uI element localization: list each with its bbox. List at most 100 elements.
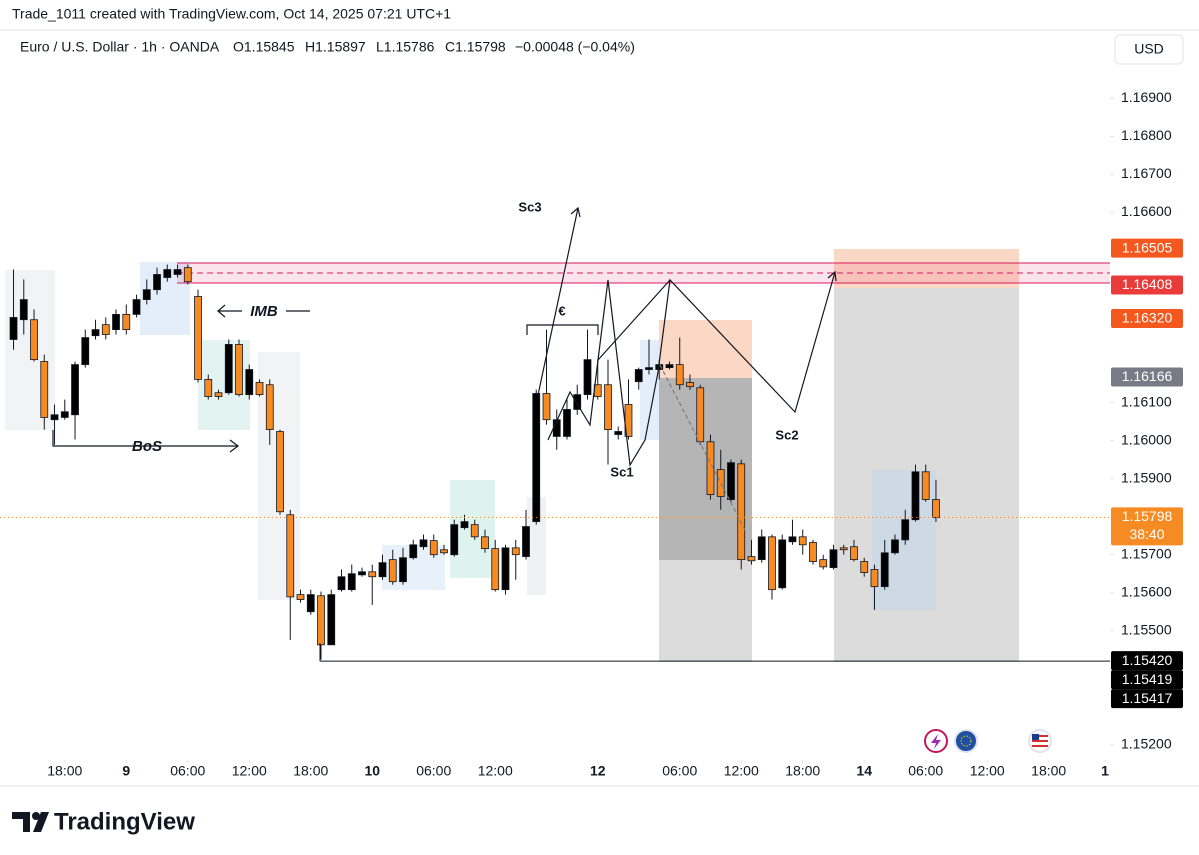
arrow-head [229,439,239,453]
annotation: Sc3 [518,199,541,214]
candle-body [481,536,489,550]
brand: TradingView [54,808,195,835]
event-glyph [1032,734,1039,740]
scenario-path [597,279,671,361]
candle-body [378,562,387,578]
price-badge [1111,670,1183,690]
candle-body [665,364,674,369]
projection [659,364,746,531]
candle-body [327,594,336,646]
price-badge-label: 1.16408 [1122,276,1173,292]
candle-body [645,367,653,370]
candle-body [30,319,38,361]
candle-body [306,594,315,613]
candle-body [409,544,418,559]
candle-body [511,547,520,556]
x-tick-label: 06:00 [416,763,451,779]
y-tick-label: 1.16800 [1121,127,1172,143]
event-icon[interactable] [954,729,978,753]
candle-body [542,393,551,421]
candle-body [173,269,182,275]
candle-body [696,387,705,443]
candle-body [460,521,469,529]
y-tick-label: 1.15600 [1121,583,1172,599]
candle-body [19,299,28,321]
x-tick-label: 18:00 [1031,763,1066,779]
candle-body [60,411,69,418]
candle-body [399,557,407,583]
candle-body [368,571,377,578]
price-badge [1111,238,1183,258]
plot [0,264,1110,662]
ohlc-open: O1.15845 [233,39,295,55]
candle-body [686,382,694,388]
candle-body [819,559,828,568]
price-badge-label: 1.16166 [1122,368,1173,384]
x-tick-label: 12:00 [724,763,759,779]
candle-body [829,549,838,569]
annotation: Sc1 [610,464,633,479]
candle-body [153,274,161,291]
candle-body [286,514,295,598]
candle-body [112,313,120,331]
candle-body [81,337,90,365]
candle-body [440,549,448,554]
arrow-head [217,304,226,318]
price-badge [1111,689,1183,709]
candle-body [809,542,817,562]
y-tick-label: 1.16000 [1121,431,1172,447]
candle-body [563,409,571,437]
candle-body [839,547,848,551]
candle-body [911,471,920,521]
position-target [834,249,1019,288]
x-tick-label: 9 [122,763,130,779]
event-glyph [1032,745,1048,747]
candle-body [604,384,612,430]
candle-body [71,364,79,416]
candle-body [757,536,766,561]
x-tick-label: 18:00 [785,763,820,779]
zone [527,497,546,595]
scenario-path [547,271,836,467]
brand-logo [12,812,49,832]
candle-body [727,462,735,500]
x-tick-label: 12:00 [478,763,513,779]
candle-body [470,524,479,538]
position-stop [659,378,752,560]
candle-body [358,571,366,576]
x-tick-label: 10 [364,763,380,779]
candle-body [276,431,284,513]
x-tick-label: 12 [590,763,606,779]
supply-band [177,263,1110,283]
candle-body [870,569,879,588]
event-glyph [931,734,941,749]
ohlc-low: L1.15786 [376,39,435,55]
annotation: Sc2 [775,427,798,442]
candle-body [706,441,715,496]
candle-body [860,561,869,573]
price-badge [1111,275,1183,295]
candle-body [532,393,541,523]
logo-glyph [32,812,40,820]
annotation: IMB [250,303,278,320]
candle-body [850,546,858,561]
x-tick-label: 06:00 [662,763,697,779]
candle-body [224,344,233,394]
y-tick-label: 1.15900 [1121,469,1172,485]
candle-body [91,329,100,337]
candle-body [9,317,18,340]
currency-button[interactable] [1114,34,1184,65]
candle-body [614,431,623,435]
candle-body [932,499,940,518]
x-tick-label: 14 [856,763,872,779]
logo-glyph [12,812,30,832]
drawings [52,206,837,531]
price-badge-label: 1.16320 [1122,310,1173,326]
candle-body [901,519,910,541]
bos-line [52,430,238,447]
candle-body [101,324,110,335]
candle-body [419,539,428,548]
currency[interactable]: USD [1134,41,1164,57]
annotation: BoS [132,438,162,455]
